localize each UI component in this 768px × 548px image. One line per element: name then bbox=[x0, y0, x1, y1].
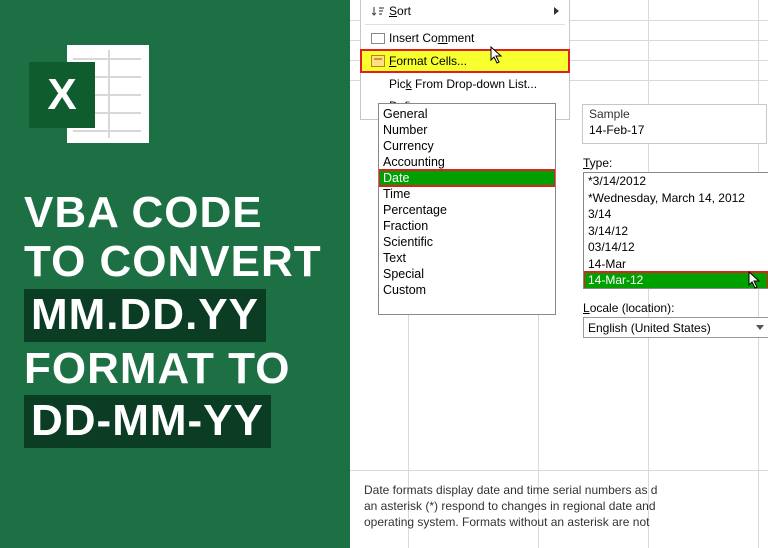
description-text: Date formats display date and time seria… bbox=[364, 482, 768, 531]
menu-insert-comment[interactable]: Insert Comment bbox=[361, 27, 569, 49]
sample-label: Sample bbox=[589, 107, 760, 121]
type-label: Type: bbox=[583, 156, 768, 170]
type-listbox[interactable]: *3/14/2012*Wednesday, March 14, 20123/14… bbox=[583, 172, 768, 289]
screenshot-panel: Sort Insert Comment Format Cells... Pick… bbox=[350, 0, 768, 548]
menu-sort-label: ort bbox=[397, 4, 411, 18]
headline-line2: TO CONVERT bbox=[24, 237, 332, 286]
comment-icon bbox=[367, 29, 389, 47]
headline-line3: FORMAT TO bbox=[24, 344, 332, 393]
desc-line1: Date formats display date and time seria… bbox=[364, 482, 768, 498]
category-item[interactable]: Custom bbox=[379, 282, 555, 298]
sort-icon bbox=[367, 2, 389, 20]
menu-sort[interactable]: Sort bbox=[361, 0, 569, 22]
menu-format-cells[interactable]: Format Cells... bbox=[361, 50, 569, 72]
category-item[interactable]: Date bbox=[379, 170, 555, 186]
desc-line3: operating system. Formats without an ast… bbox=[364, 514, 768, 530]
headline-line1: VBA CODE bbox=[24, 188, 332, 237]
type-item[interactable]: *Wednesday, March 14, 2012 bbox=[584, 190, 768, 207]
menu-insert-comment-label: Insert Comment bbox=[389, 31, 563, 45]
category-item[interactable]: Time bbox=[379, 186, 555, 202]
type-item[interactable]: 14-Mar bbox=[584, 256, 768, 273]
type-section: Type: *3/14/2012*Wednesday, March 14, 20… bbox=[583, 156, 768, 289]
headline: VBA CODE TO CONVERT MM.DD.YY FORMAT TO D… bbox=[24, 188, 332, 450]
format-cells-icon bbox=[367, 52, 389, 70]
category-item[interactable]: General bbox=[379, 106, 555, 122]
sample-box: Sample 14-Feb-17 bbox=[582, 104, 767, 144]
chevron-down-icon bbox=[756, 325, 764, 330]
category-item[interactable]: Fraction bbox=[379, 218, 555, 234]
menu-pick-from-list-label: Pick From Drop-down List... bbox=[389, 77, 563, 91]
excel-x-icon: X bbox=[29, 62, 95, 128]
chevron-right-icon bbox=[554, 7, 559, 15]
menu-pick-from-list[interactable]: Pick From Drop-down List... bbox=[361, 73, 569, 95]
locale-section: Locale (location): English (United State… bbox=[583, 301, 768, 338]
title-panel: X VBA CODE TO CONVERT MM.DD.YY FORMAT TO… bbox=[0, 0, 350, 548]
locale-label: Locale (location): bbox=[583, 301, 768, 315]
category-item[interactable]: Currency bbox=[379, 138, 555, 154]
desc-line2: an asterisk (*) respond to changes in re… bbox=[364, 498, 768, 514]
locale-dropdown[interactable]: English (United States) bbox=[583, 317, 768, 338]
category-item[interactable]: Percentage bbox=[379, 202, 555, 218]
category-item[interactable]: Text bbox=[379, 250, 555, 266]
headline-accent1: MM.DD.YY bbox=[24, 289, 266, 342]
type-item[interactable]: 14-Mar-12 bbox=[584, 272, 768, 289]
type-item[interactable]: 3/14 bbox=[584, 206, 768, 223]
category-item[interactable]: Scientific bbox=[379, 234, 555, 250]
type-item[interactable]: *3/14/2012 bbox=[584, 173, 768, 190]
category-item[interactable]: Number bbox=[379, 122, 555, 138]
category-item[interactable]: Special bbox=[379, 266, 555, 282]
type-item[interactable]: 3/14/12 bbox=[584, 223, 768, 240]
menu-format-cells-label: Format Cells... bbox=[389, 54, 563, 68]
sample-value: 14-Feb-17 bbox=[589, 123, 760, 137]
category-item[interactable]: Accounting bbox=[379, 154, 555, 170]
locale-value: English (United States) bbox=[588, 321, 711, 335]
context-menu: Sort Insert Comment Format Cells... Pick… bbox=[360, 0, 570, 120]
type-item[interactable]: 03/14/12 bbox=[584, 239, 768, 256]
headline-accent2: DD-MM-YY bbox=[24, 395, 271, 448]
excel-logo: X bbox=[29, 40, 149, 150]
category-listbox[interactable]: GeneralNumberCurrencyAccountingDateTimeP… bbox=[378, 103, 556, 315]
